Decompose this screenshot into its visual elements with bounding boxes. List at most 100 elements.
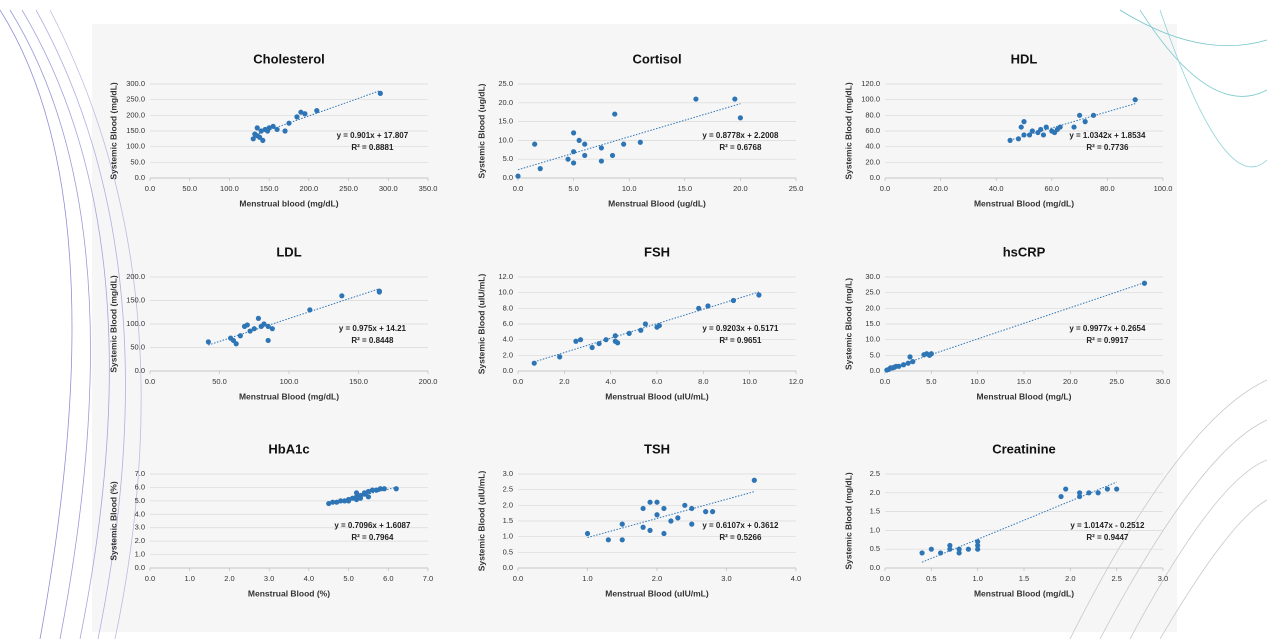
data-point <box>907 354 913 360</box>
wave-line <box>9 9 91 640</box>
data-point <box>1077 112 1083 118</box>
data-point <box>896 363 902 369</box>
x-tick-label: 150.0 <box>260 184 279 193</box>
y-tick-label: 0.0 <box>503 173 513 182</box>
y-tick-label: 40.0 <box>865 142 880 151</box>
data-point <box>589 344 595 351</box>
y-tick-label: 1.0 <box>503 532 513 541</box>
y-tick-label: 2.0 <box>503 350 513 359</box>
y-tick-label: 5.0 <box>503 154 513 163</box>
trendline <box>921 481 1117 563</box>
data-point <box>373 487 379 493</box>
y-tick-label: 50.0 <box>130 157 145 166</box>
trend-equation: y = 0.975x + 14.21 <box>339 324 407 333</box>
x-tick-label: 150.0 <box>349 377 368 386</box>
y-tick-label: 0.0 <box>135 173 145 182</box>
y-axis-label: Systemic Blood (mg/dL) <box>843 82 853 179</box>
data-point <box>642 321 649 327</box>
y-tick-label: 200.0 <box>126 110 145 119</box>
decoration-right <box>1069 9 1267 640</box>
wave-line <box>1129 459 1267 640</box>
x-tick-label: 15.0 <box>677 184 692 193</box>
y-tick-label: 250.0 <box>126 95 145 104</box>
y-tick-label: 25.0 <box>865 288 880 297</box>
data-point <box>265 323 271 329</box>
data-point <box>353 490 360 496</box>
x-axis-label: Menstrual Blood (%) <box>248 588 330 598</box>
x-tick-label: 60.0 <box>1044 184 1059 193</box>
y-tick-label: 1.5 <box>503 516 513 525</box>
data-point <box>237 333 243 339</box>
data-point <box>975 542 981 549</box>
scatter-chart: Creatinine 0.0 0.5 1.0 1.5 2.0 2.5 0.0 0.5 1.0 1.5… <box>843 441 1168 598</box>
x-axis-label: Menstrual Blood (uIU/mL) <box>605 391 709 401</box>
data-point <box>1132 97 1138 103</box>
y-tick-label: 20.0 <box>865 303 880 312</box>
data-point <box>369 487 375 493</box>
x-tick-label: 2.0 <box>224 574 234 583</box>
y-tick-label: 4.0 <box>135 509 145 518</box>
data-point <box>338 498 344 504</box>
data-point <box>365 494 372 500</box>
r-squared: R² = 0.8881 <box>351 143 394 152</box>
y-tick-label: 10.0 <box>498 288 513 297</box>
y-tick-label: 10.0 <box>865 335 880 344</box>
x-tick-label: 2.0 <box>1065 574 1075 583</box>
trend-equation: y = 1.0342x + 1.8534 <box>1069 131 1146 140</box>
data-point <box>307 307 313 313</box>
data-point <box>557 354 563 360</box>
decoration-left <box>0 9 142 640</box>
data-point <box>609 152 616 159</box>
data-point <box>947 542 953 549</box>
wave-line <box>1159 499 1267 640</box>
y-tick-label: 6.0 <box>503 319 513 328</box>
y-tick-label: 2.5 <box>503 485 513 494</box>
data-point <box>1043 124 1049 130</box>
data-point <box>1029 128 1035 134</box>
y-tick-label: 120.0 <box>861 79 880 88</box>
data-point <box>1086 490 1092 496</box>
y-tick-label: 150.0 <box>126 295 145 304</box>
data-point <box>270 123 276 129</box>
x-tick-label: 8.0 <box>698 377 708 386</box>
y-axis-label: Systemic Blood (uIU/mL) <box>476 274 486 375</box>
data-point <box>928 546 934 552</box>
chart-title: HbA1c <box>268 441 309 456</box>
data-point <box>339 293 345 299</box>
x-tick-label: 12.0 <box>789 377 804 386</box>
r-squared: R² = 0.9917 <box>1086 336 1129 345</box>
data-point <box>582 152 588 159</box>
y-tick-label: 150.0 <box>126 126 145 135</box>
data-point <box>345 496 352 503</box>
data-point <box>334 499 340 505</box>
y-tick-label: 0.5 <box>870 544 880 553</box>
data-point <box>947 546 953 552</box>
data-point <box>619 521 625 527</box>
y-tick-label: 8.0 <box>503 303 513 312</box>
x-tick-label: 5.0 <box>568 184 578 193</box>
x-tick-label: 3.0 <box>721 574 731 583</box>
data-point <box>612 111 618 117</box>
y-axis-label: Systemic Blood (mg/L) <box>843 278 853 370</box>
chart-title: FSH <box>644 244 670 259</box>
x-tick-label: 4.0 <box>605 377 615 386</box>
chart-title: Cholesterol <box>253 51 325 66</box>
r-squared: R² = 0.9447 <box>1086 533 1129 542</box>
data-point <box>1007 137 1013 143</box>
x-tick-label: 15.0 <box>1017 377 1032 386</box>
x-tick-label: 20.0 <box>1063 377 1078 386</box>
data-point <box>261 321 267 327</box>
x-tick-label: 100.0 <box>1154 184 1173 193</box>
data-point <box>515 173 521 179</box>
x-tick-label: 0.0 <box>880 574 890 583</box>
data-point <box>619 537 625 543</box>
r-squared: R² = 0.7964 <box>351 533 394 542</box>
y-axis-label: Systemic Blood (mg/dL) <box>108 82 118 179</box>
data-point <box>598 158 605 164</box>
trend-equation: y = 0.7096x + 1.6087 <box>334 521 411 530</box>
x-tick-label: 0.0 <box>880 184 890 193</box>
data-point <box>571 160 577 166</box>
data-point <box>910 359 916 365</box>
data-point <box>1057 124 1063 130</box>
